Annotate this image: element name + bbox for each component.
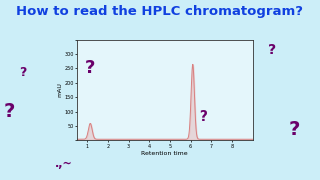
Text: ¿: ¿ <box>197 108 206 122</box>
Text: ?: ? <box>268 43 276 57</box>
Text: ?: ? <box>84 59 95 77</box>
Text: ?: ? <box>4 102 15 121</box>
Text: How to read the HPLC chromatogram?: How to read the HPLC chromatogram? <box>17 5 303 18</box>
Y-axis label: mAU: mAU <box>57 83 62 97</box>
X-axis label: Retention time: Retention time <box>141 151 188 156</box>
Text: .,~: .,~ <box>55 159 73 169</box>
Text: ?: ? <box>289 120 300 139</box>
Text: ?: ? <box>19 66 26 78</box>
